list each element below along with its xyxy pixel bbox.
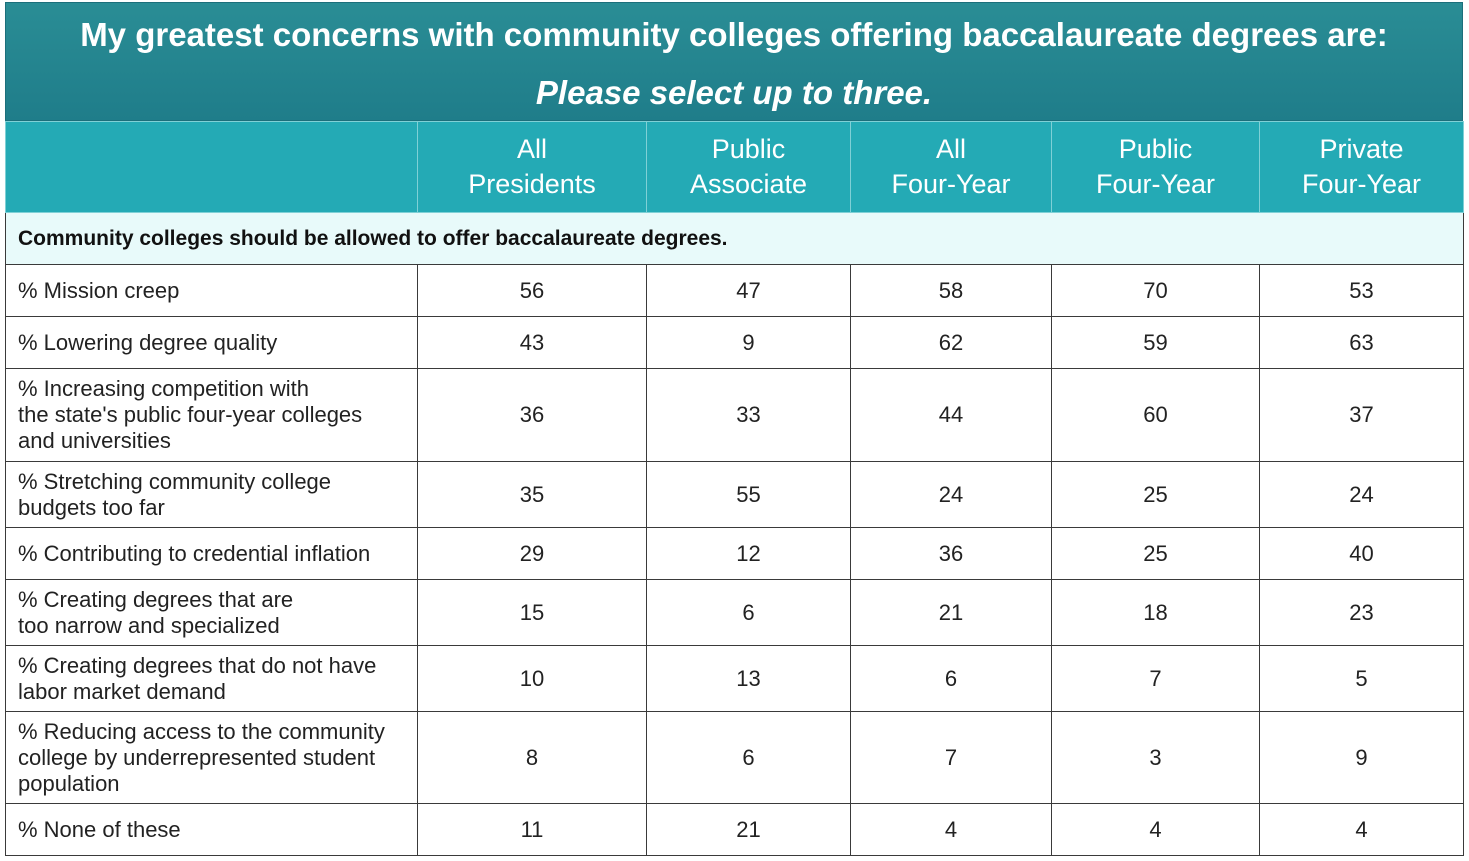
column-header: Private Four-Year [1259, 121, 1464, 213]
cell-value: 70 [1051, 264, 1260, 317]
cell-value: 8 [417, 711, 647, 804]
cell-value: 4 [1051, 803, 1260, 856]
table-row: % Lowering degree quality 43 9 62 59 63 [5, 316, 1464, 369]
cell-value: 21 [646, 803, 851, 856]
data-table: All Presidents Public Associate All Four… [5, 121, 1464, 856]
row-label: % Stretching community college budgets to… [5, 461, 418, 528]
cell-value: 58 [850, 264, 1052, 317]
cell-value: 36 [417, 368, 647, 462]
table-row: % Creating degrees that are too narrow an… [5, 579, 1464, 646]
cell-value: 25 [1051, 461, 1260, 528]
column-header-line1: All [935, 134, 966, 164]
column-header-line1: Public [711, 134, 786, 164]
cell-value: 63 [1259, 316, 1464, 369]
row-label: % Lowering degree quality [5, 316, 418, 369]
cell-value: 59 [1051, 316, 1260, 369]
row-label: % None of these [5, 803, 418, 856]
column-header: All Four-Year [850, 121, 1052, 213]
cell-value: 9 [646, 316, 851, 369]
cell-value: 44 [850, 368, 1052, 462]
cell-value: 13 [646, 645, 851, 712]
cell-value: 10 [417, 645, 647, 712]
table-row: % Reducing access to the community colleg… [5, 711, 1464, 804]
row-label: % Creating degrees that do not have labor… [5, 645, 418, 712]
row-label: % Contributing to credential inflation [5, 527, 418, 580]
column-header-line1: Public [1118, 134, 1193, 164]
cell-value: 23 [1259, 579, 1464, 646]
cell-value: 36 [850, 527, 1052, 580]
cell-value: 18 [1051, 579, 1260, 646]
column-header-line2: Presidents [468, 169, 596, 199]
column-header-line2: Four-Year [1301, 169, 1422, 199]
row-label: % Increasing competition with the state's… [5, 368, 418, 462]
cell-value: 25 [1051, 527, 1260, 580]
cell-value: 24 [1259, 461, 1464, 528]
cell-value: 40 [1259, 527, 1464, 580]
cell-value: 7 [1051, 645, 1260, 712]
cell-value: 11 [417, 803, 647, 856]
cell-value: 37 [1259, 368, 1464, 462]
column-header: Public Four-Year [1051, 121, 1260, 213]
table-row: % None of these 11 21 4 4 4 [5, 803, 1464, 856]
cell-value: 47 [646, 264, 851, 317]
column-header: All Presidents [417, 121, 647, 213]
cell-value: 62 [850, 316, 1052, 369]
cell-value: 60 [1051, 368, 1260, 462]
header-row: All Presidents Public Associate All Four… [5, 121, 1464, 213]
cell-value: 29 [417, 527, 647, 580]
cell-value: 24 [850, 461, 1052, 528]
cell-value: 35 [417, 461, 647, 528]
row-label: % Reducing access to the community colleg… [5, 711, 418, 804]
header-corner [5, 121, 418, 213]
column-header-line1: All [516, 134, 547, 164]
table-row: % Increasing competition with the state's… [5, 368, 1464, 462]
row-label: % Creating degrees that are too narrow an… [5, 579, 418, 646]
cell-value: 9 [1259, 711, 1464, 804]
chart-subtitle: Please select up to three. [535, 74, 933, 111]
cell-value: 6 [646, 711, 851, 804]
cell-value: 5 [1259, 645, 1464, 712]
row-label: % Mission creep [5, 264, 418, 317]
chart-title: My greatest concerns with community coll… [80, 16, 1388, 53]
column-header-line2: Four-Year [1095, 169, 1216, 199]
table-wrapper: My greatest concerns with community coll… [5, 2, 1464, 856]
cell-value: 6 [646, 579, 851, 646]
section-row: Community colleges should be allowed to … [5, 212, 1464, 265]
cell-value: 6 [850, 645, 1052, 712]
column-header-line2: Associate [689, 169, 808, 199]
cell-value: 53 [1259, 264, 1464, 317]
cell-value: 55 [646, 461, 851, 528]
cell-value: 21 [850, 579, 1052, 646]
table-row: % Stretching community college budgets to… [5, 461, 1464, 528]
table-row: % Creating degrees that do not have labor… [5, 645, 1464, 712]
section-label: Community colleges should be allowed to … [5, 212, 1464, 265]
table-row: % Mission creep 56 47 58 70 53 [5, 264, 1464, 317]
column-header: Public Associate [646, 121, 851, 213]
cell-value: 12 [646, 527, 851, 580]
cell-value: 56 [417, 264, 647, 317]
cell-value: 7 [850, 711, 1052, 804]
cell-value: 4 [850, 803, 1052, 856]
column-header-line1: Private [1319, 134, 1404, 164]
cell-value: 4 [1259, 803, 1464, 856]
table-row: % Contributing to credential inflation 29… [5, 527, 1464, 580]
cell-value: 3 [1051, 711, 1260, 804]
title-banner: My greatest concerns with community coll… [5, 2, 1463, 121]
cell-value: 33 [646, 368, 851, 462]
column-header-line2: Four-Year [891, 169, 1011, 199]
cell-value: 43 [417, 316, 647, 369]
cell-value: 15 [417, 579, 647, 646]
